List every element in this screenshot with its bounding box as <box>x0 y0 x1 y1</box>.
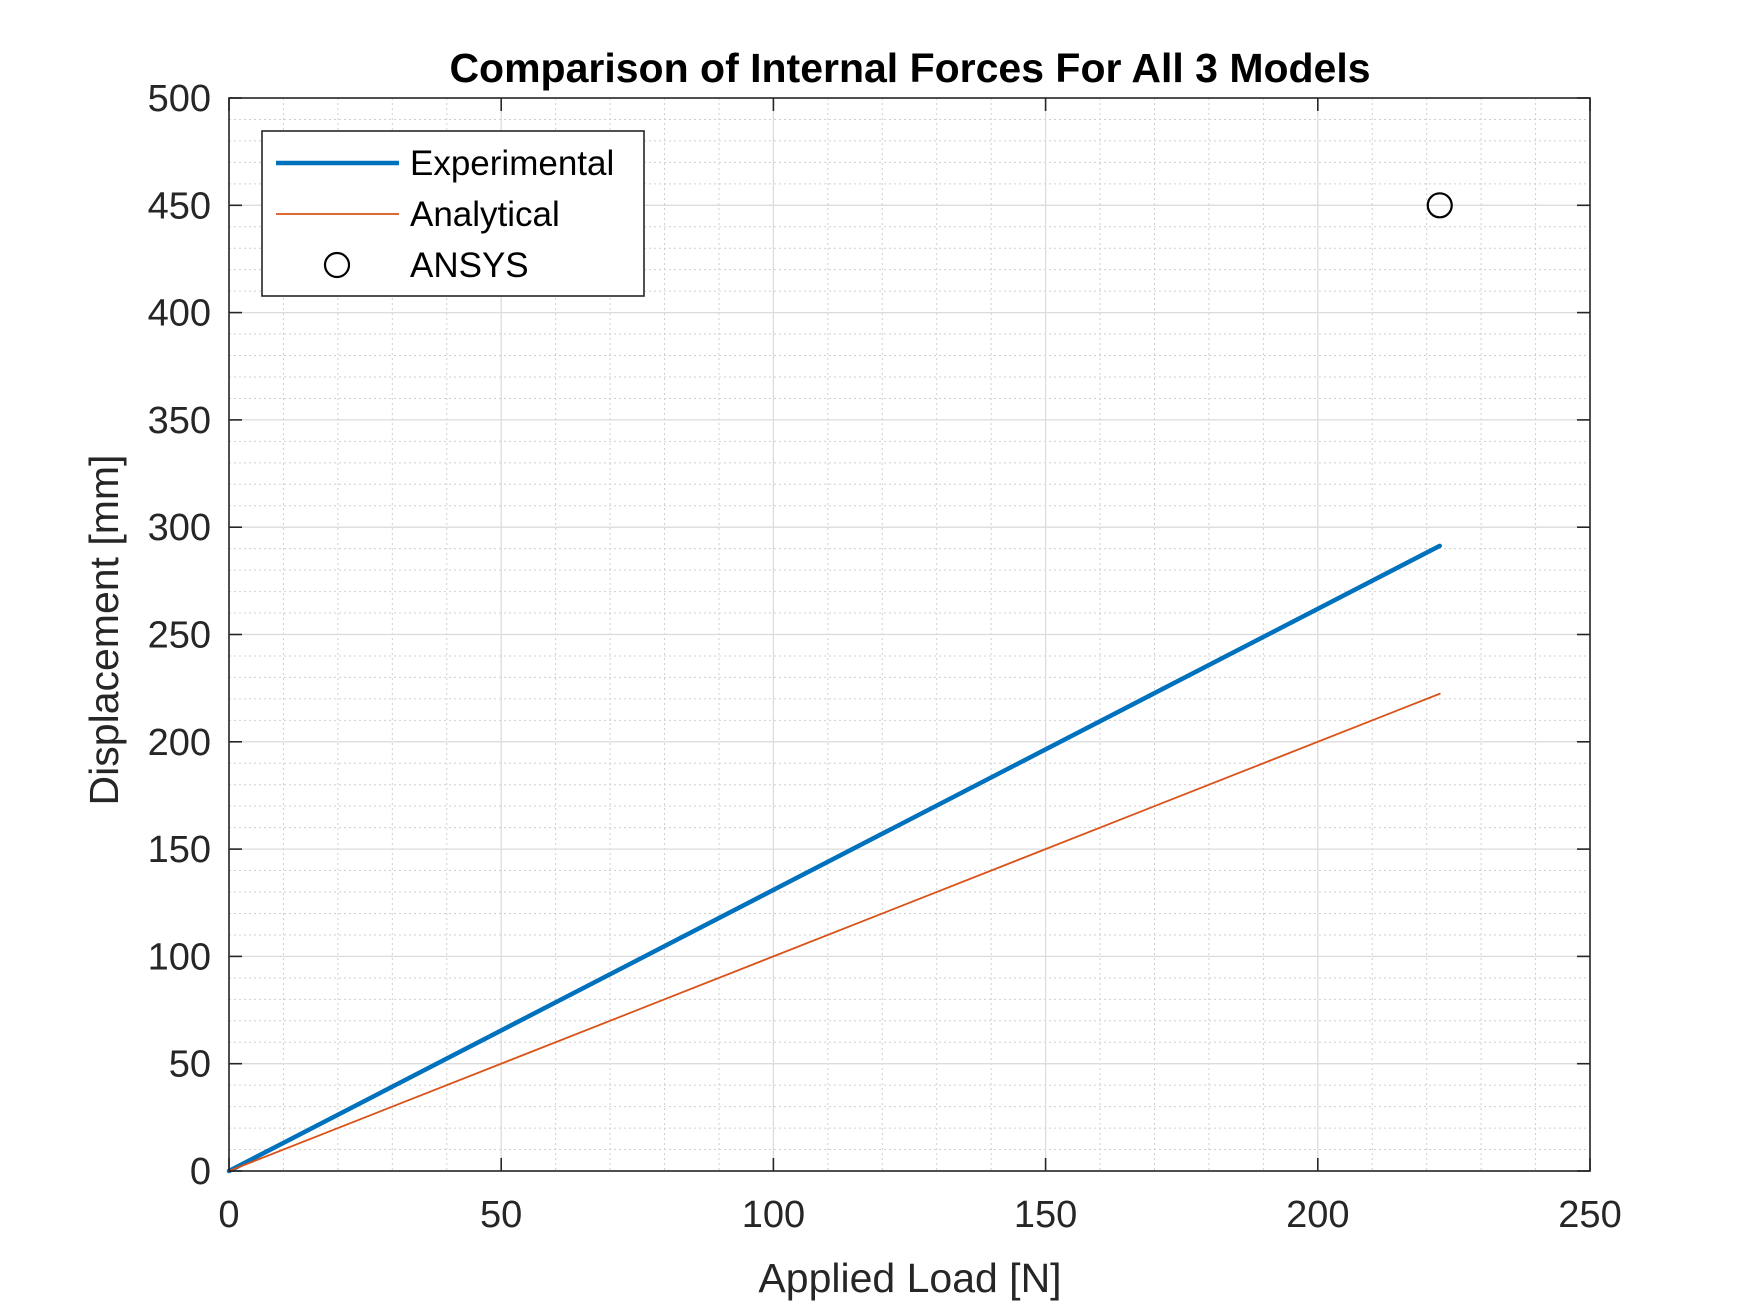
y-tick-label: 200 <box>148 722 211 764</box>
axis-ticks <box>228 97 1591 1172</box>
x-tick-label: 200 <box>1286 1194 1349 1236</box>
y-tick-label: 500 <box>148 78 211 120</box>
tick-labels: 0 50 100 150 200 250 0 50 100 150 200 250 300 350 400 4… <box>148 78 1622 1236</box>
y-tick-label: 50 <box>169 1044 211 1086</box>
legend-label: ANSYS <box>410 246 529 285</box>
legend: Experimental Analytical ANSYS <box>261 130 645 297</box>
y-tick-label: 100 <box>148 936 211 978</box>
y-tick-label: 400 <box>148 293 211 335</box>
legend-label: Experimental <box>410 144 614 183</box>
y-tick-label: 350 <box>148 400 211 442</box>
legend-label: Analytical <box>410 195 560 234</box>
data-point-ansys <box>1426 192 1453 219</box>
x-axis-label: Applied Load [N] <box>758 1255 1061 1301</box>
x-tick-label: 150 <box>1014 1194 1077 1236</box>
y-axis-label: Displacement [mm] <box>81 455 127 806</box>
series-line-experimental <box>226 543 1442 1174</box>
y-tick-label: 450 <box>148 185 211 227</box>
chart-title: Comparison of Internal Forces For All 3 … <box>449 45 1370 91</box>
x-tick-label: 0 <box>218 1194 239 1236</box>
x-tick-label: 100 <box>742 1194 805 1236</box>
y-tick-label: 250 <box>148 615 211 657</box>
series-layer <box>226 192 1453 1174</box>
x-tick-label: 50 <box>480 1194 522 1236</box>
y-tick-label: 0 <box>190 1151 211 1193</box>
x-tick-label: 250 <box>1558 1194 1621 1236</box>
series-line-analytical <box>228 692 1441 1172</box>
y-tick-label: 300 <box>148 507 211 549</box>
major-grid <box>228 97 1591 1172</box>
y-tick-label: 150 <box>148 829 211 871</box>
legend-marker-ansys <box>323 251 351 279</box>
